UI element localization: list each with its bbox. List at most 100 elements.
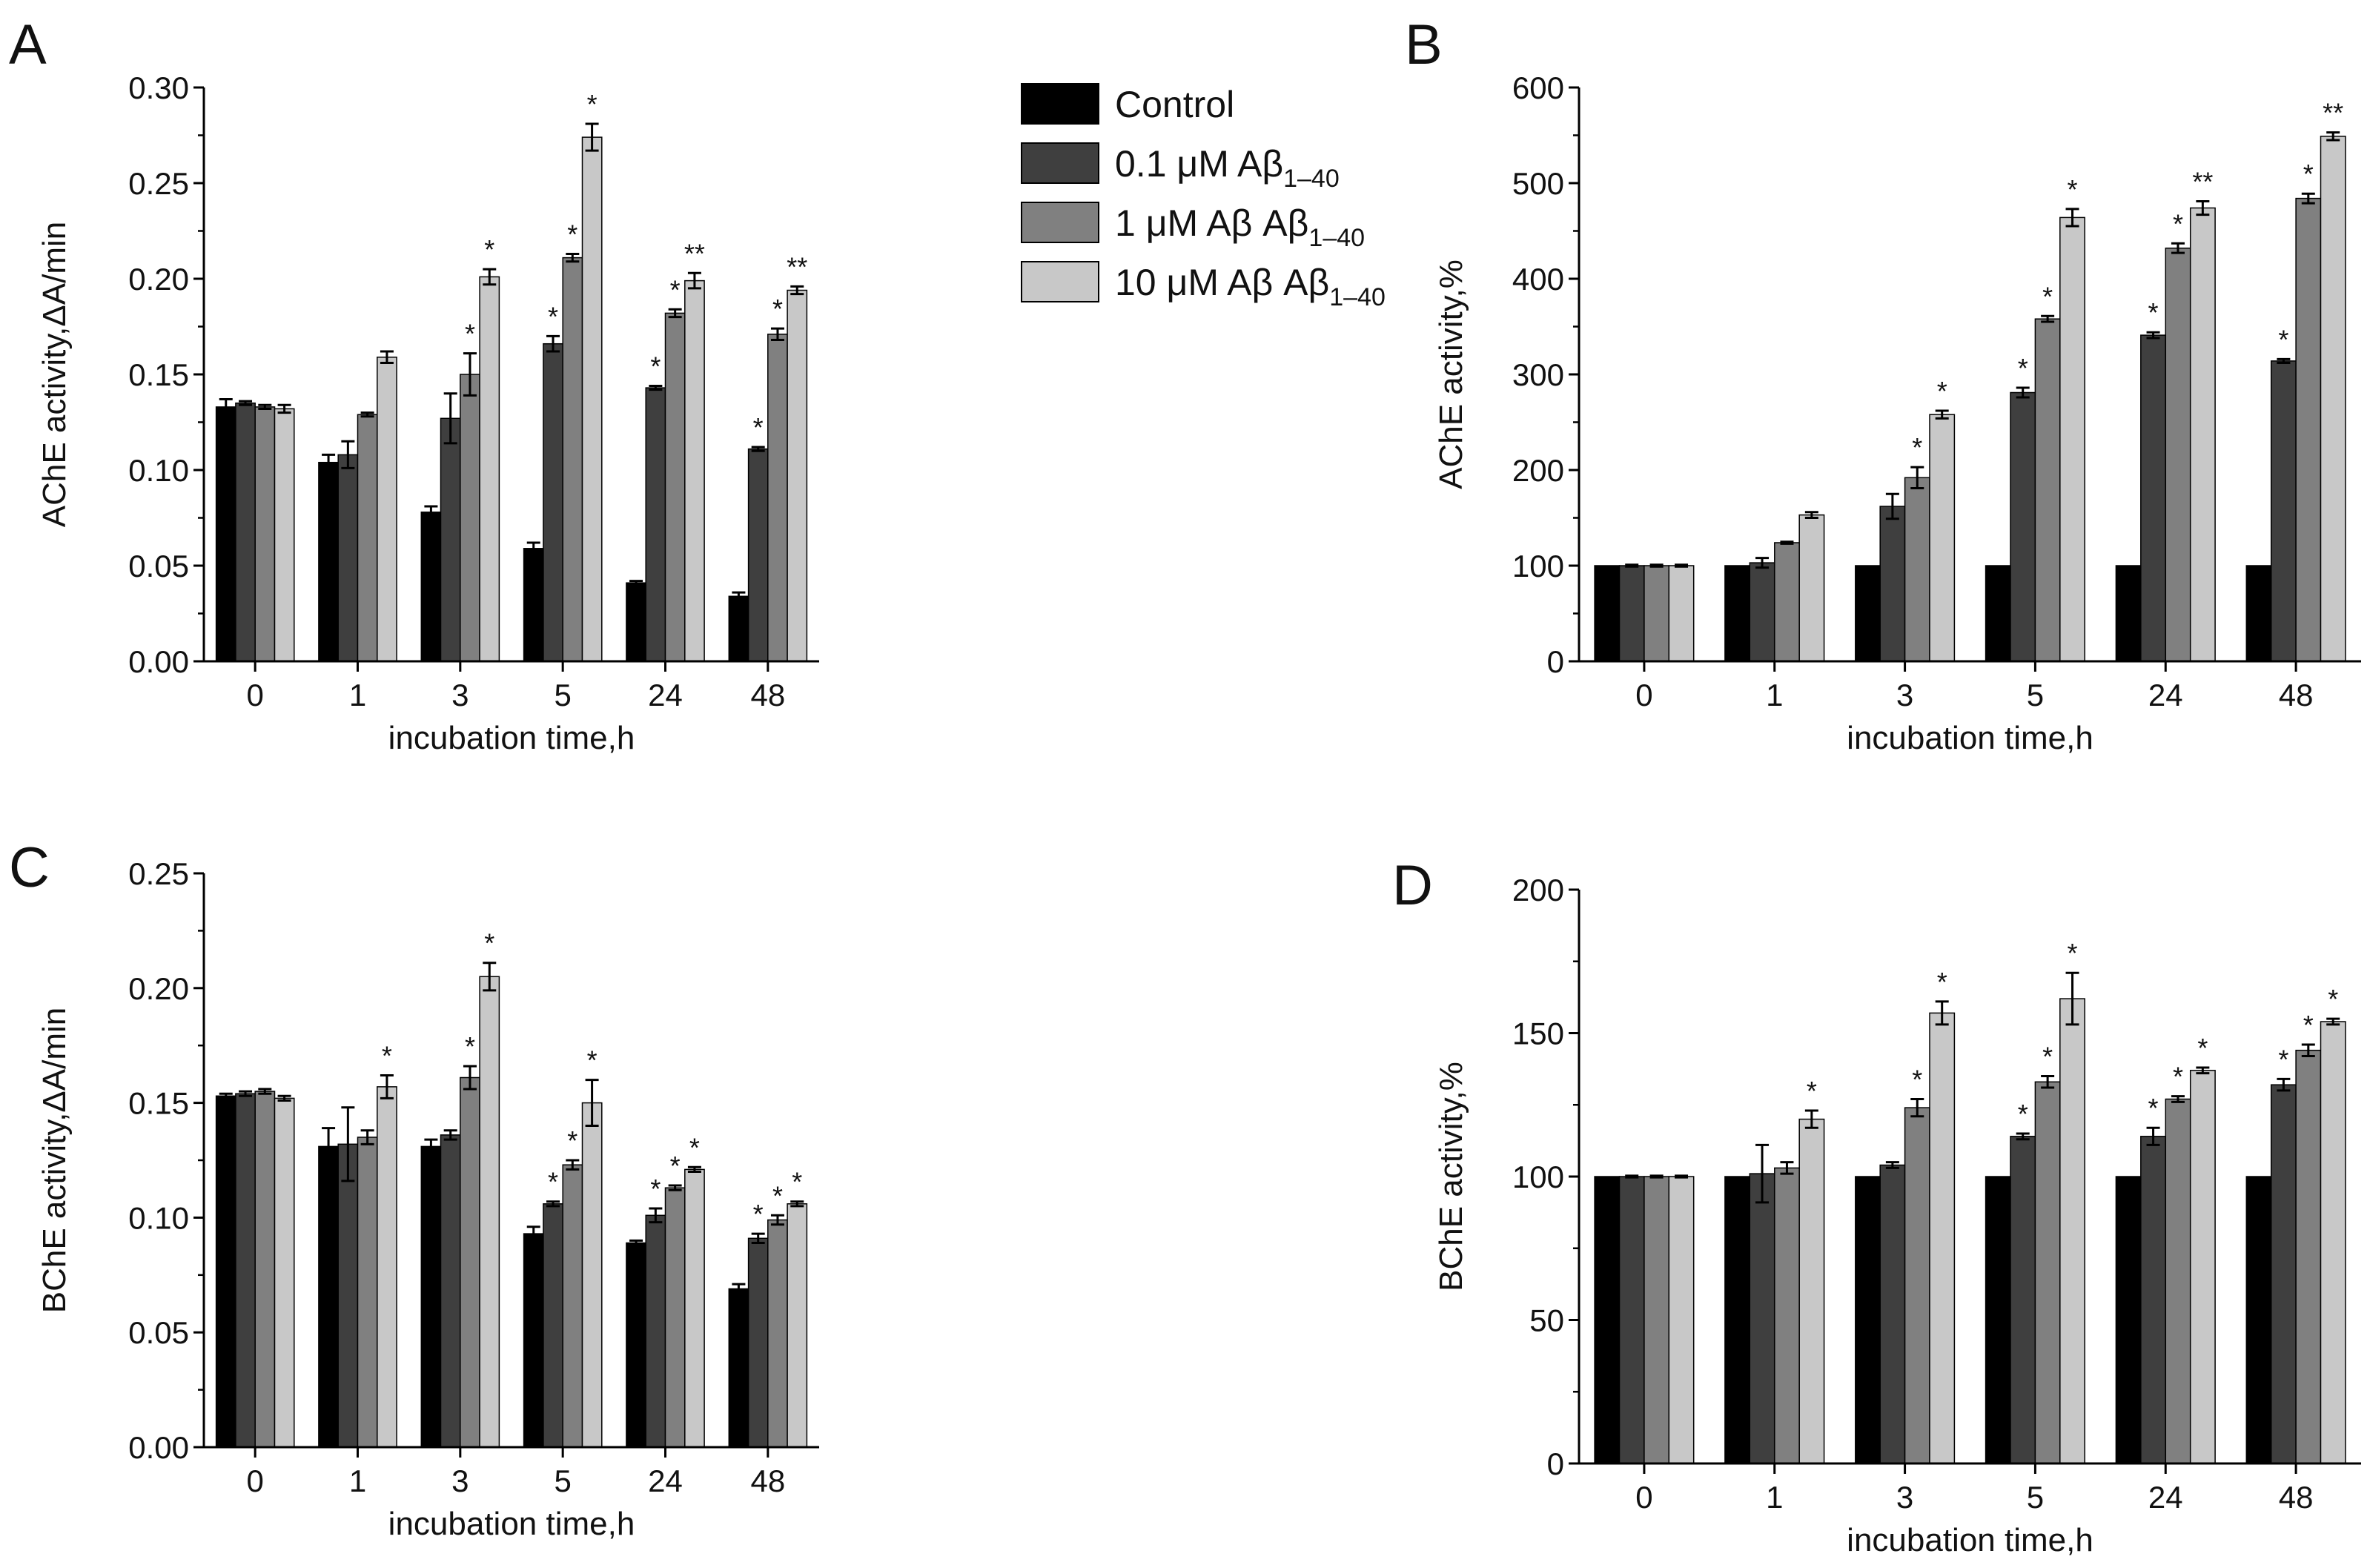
error-bar [2146, 331, 2160, 340]
y-tick-label: 200 [1512, 873, 1564, 907]
error-bar [424, 1138, 438, 1155]
significance-label: * [1807, 1076, 1817, 1106]
legend-entry-3: 10 μM Aβ Aβ1–40 [1021, 261, 1386, 311]
bar-b-s2-c0 [1644, 565, 1670, 662]
bar-d-s1-c2 [1879, 1164, 1906, 1464]
bar-d-s0-c3 [1985, 1176, 2011, 1464]
x-tick-label: 24 [2148, 678, 2183, 712]
x-tick-label: 0 [246, 1463, 263, 1498]
significance-label: * [792, 1167, 802, 1197]
significance-label: * [650, 1174, 661, 1204]
significance-label: * [670, 274, 681, 305]
bar-c-s2-c3 [562, 1164, 583, 1448]
error-bar [2326, 131, 2340, 142]
error-bar [790, 285, 804, 296]
bar-a-s3-c4 [684, 279, 705, 662]
bar-b-s3-c3 [2059, 216, 2085, 662]
bar-d-s1-c1 [1749, 1173, 1775, 1464]
bar-c-s3-c0 [274, 1097, 295, 1448]
x-tick-label: 24 [648, 678, 683, 712]
bar-d-s1-c0 [1618, 1176, 1645, 1464]
significance-label: * [548, 1167, 558, 1197]
error-bar [2301, 1043, 2315, 1057]
bar-b-s0-c0 [1594, 565, 1621, 662]
y-axis-label: BChE activity,ΔA/min [36, 1008, 73, 1313]
bar-c-s0-c4 [626, 1242, 646, 1448]
x-tick-label: 3 [1896, 678, 1913, 712]
significance-label: * [465, 1031, 475, 1062]
y-axis-label: AChE activity,ΔA/min [36, 222, 73, 527]
bar-b-s0-c3 [1985, 565, 2011, 662]
bar-a-s0-c3 [523, 548, 544, 662]
error-bar [277, 1094, 291, 1102]
bar-c-s2-c2 [460, 1076, 480, 1448]
error-bar [1675, 1174, 1689, 1179]
x-tick-label: 0 [246, 678, 263, 712]
bar-d-s3-c5 [2320, 1021, 2346, 1464]
bar-a-s1-c2 [440, 417, 461, 662]
significance-label: * [1937, 967, 1947, 997]
bar-c-s2-c1 [357, 1137, 378, 1448]
bar-b-s1-c5 [2270, 360, 2297, 662]
bar-a-s3-c2 [479, 276, 500, 662]
bar-a-s2-c0 [254, 406, 276, 662]
legend-label: 1 μM Aβ Aβ1–40 [1115, 202, 1365, 252]
error-bar [360, 1129, 374, 1145]
axes [1578, 890, 2361, 1465]
bar-c-s2-c5 [767, 1219, 788, 1448]
legend-swatch [1021, 83, 1099, 125]
error-bar [2016, 1132, 2030, 1141]
error-bar [2277, 1077, 2291, 1092]
error-bar [1675, 563, 1689, 568]
x-tick-label: 48 [750, 1463, 785, 1498]
bar-d-s2-c5 [2295, 1049, 2322, 1464]
error-bar [322, 1127, 336, 1166]
x-axis-label: incubation time,h [388, 1506, 635, 1542]
significance-label: * [587, 1045, 598, 1076]
significance-label: * [2197, 1033, 2208, 1063]
x-tick-label: 5 [2027, 678, 2044, 712]
error-bar [1935, 1000, 1949, 1026]
error-bar [1780, 540, 1794, 545]
legend-entry-0: Control [1021, 83, 1234, 125]
x-tick-label: 24 [2148, 1480, 2183, 1515]
significance-label: * [2042, 281, 2053, 311]
bar-d-s2-c4 [2165, 1098, 2191, 1464]
x-tick-label: 3 [1896, 1480, 1913, 1515]
bar-c-s2-c0 [254, 1091, 276, 1448]
bar-a-s1-c3 [543, 343, 563, 662]
error-bar [751, 1232, 765, 1244]
x-tick-label: 1 [1766, 678, 1783, 712]
x-tick-label: 5 [554, 1463, 571, 1498]
axes [202, 87, 819, 663]
error-bar [668, 308, 682, 319]
legend-label: 0.1 μM Aβ1–40 [1115, 143, 1340, 193]
bar-a-s0-c1 [318, 461, 339, 662]
error-bar [1625, 1174, 1639, 1179]
bar-a-s3-c5 [787, 289, 808, 662]
significance-label: * [2148, 1093, 2159, 1123]
bar-c-s0-c3 [523, 1233, 544, 1448]
bar-c-s1-c4 [645, 1214, 666, 1448]
significance-label: * [587, 89, 598, 119]
bar-d-s0-c2 [1855, 1176, 1881, 1464]
error-bar [239, 1090, 253, 1097]
error-bar [687, 1165, 701, 1173]
x-tick-label: 5 [2027, 1480, 2044, 1515]
error-bar [2171, 1095, 2185, 1103]
significance-label: ** [2192, 167, 2213, 197]
legend: Control 0.1 μM Aβ1–40 1 μM Aβ Aβ1–40 10 μM … [1021, 83, 1386, 311]
significance-label: * [2303, 159, 2314, 189]
bar-c-s1-c5 [747, 1237, 769, 1448]
bar-b-s3-c0 [1668, 565, 1695, 662]
significance-label: * [567, 1125, 577, 1156]
error-bar [1935, 409, 1949, 420]
error-bar [1755, 557, 1770, 569]
x-tick-label: 48 [750, 678, 785, 712]
y-axis-label: AChE activity,% [1433, 259, 1469, 489]
y-tick-label: 0.15 [128, 357, 189, 392]
legend-swatch [1021, 261, 1099, 302]
x-tick-label: 0 [1635, 678, 1652, 712]
bar-a-s2-c3 [562, 257, 583, 662]
